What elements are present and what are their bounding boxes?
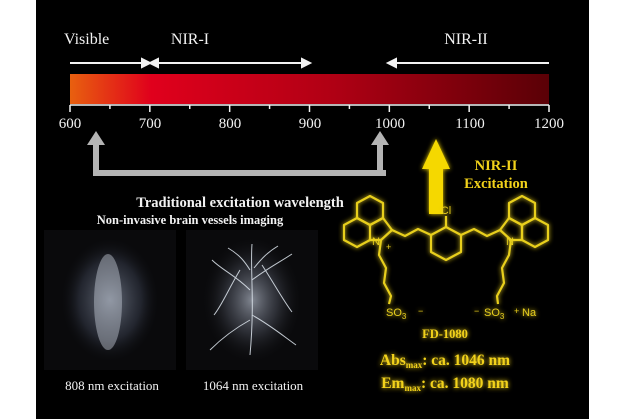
atom-n-right: N (506, 236, 514, 248)
charge-plus-left: + (386, 242, 391, 252)
atom-n-left: N (372, 236, 380, 248)
atom-cl: Cl (441, 205, 451, 217)
imaging-title: Non-invasive brain vessels imaging (97, 213, 284, 227)
nir2-excitation-arrow (422, 139, 450, 214)
abs-max-label: Absmax: ca. 1046 nm (380, 352, 510, 370)
molecule-bonds (342, 194, 550, 305)
axis-ticks (69, 104, 550, 112)
atom-na: Na (522, 307, 537, 319)
tick-label: 800 (219, 116, 242, 132)
charge-minus-left: − (418, 306, 423, 316)
axis-tick-labels: 600 700 800 900 1000 1100 1200 (59, 116, 564, 132)
tick-label: 700 (139, 116, 162, 132)
em-max-label: Emmax: ca. 1080 nm (381, 375, 509, 393)
traditional-excitation-label: Traditional excitation wavelength (136, 195, 344, 211)
nir2-excitation-label-line2: Excitation (464, 176, 528, 192)
so3-right: SO3 (484, 307, 505, 321)
nir2-range-arrow (385, 57, 549, 69)
visible-range-arrow (70, 57, 153, 69)
region-label-visible: Visible (64, 31, 109, 48)
caption-808: 808 nm excitation (65, 378, 159, 393)
brain-image-1064 (186, 230, 318, 370)
tick-label: 1000 (375, 116, 405, 132)
so3-left: SO3 (386, 307, 407, 321)
spectrum-bar (70, 74, 549, 104)
region-label-nir2: NIR-II (444, 31, 488, 48)
nir2-excitation-label-line1: NIR-II (475, 158, 518, 174)
region-arrows (70, 57, 549, 69)
molecule-name: FD-1080 (422, 327, 468, 341)
caption-1064: 1064 nm excitation (203, 378, 304, 393)
region-label-nir1: NIR-I (171, 31, 209, 48)
fd1080-structure: Cl N + N SO3 − − SO3 + Na (342, 194, 550, 321)
charge-plus-na: + (514, 306, 519, 316)
tick-label: 1200 (534, 116, 564, 132)
charge-minus-right: − (474, 306, 479, 316)
traditional-bracket-arrow (87, 131, 389, 176)
brain-image-808 (44, 230, 176, 370)
tick-label: 600 (59, 116, 82, 132)
nir1-range-arrow (147, 57, 313, 69)
tick-label: 900 (299, 116, 322, 132)
tick-label: 1100 (455, 116, 484, 132)
